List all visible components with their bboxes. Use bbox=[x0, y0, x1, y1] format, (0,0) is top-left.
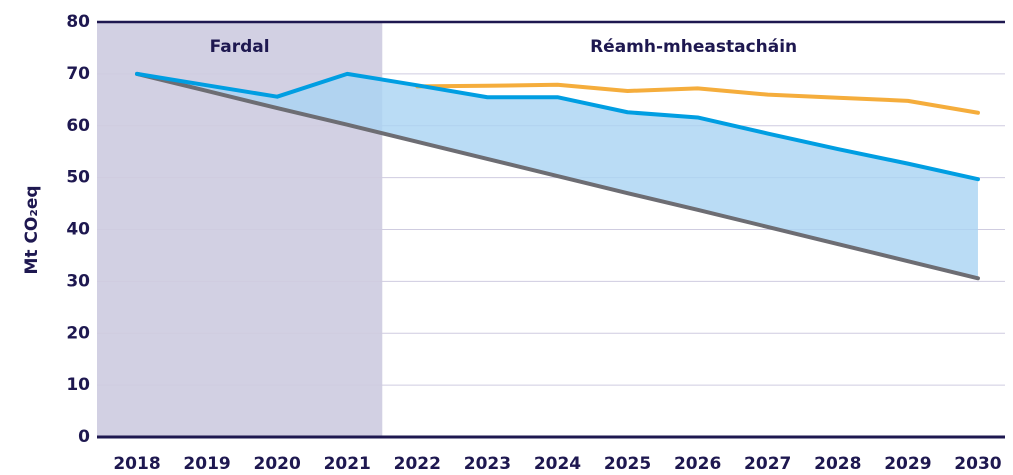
x-tick-label: 2022 bbox=[394, 454, 441, 474]
x-tick-label: 2030 bbox=[954, 454, 1001, 474]
y-tick-label: 60 bbox=[66, 116, 90, 136]
x-tick-label: 2027 bbox=[744, 454, 791, 474]
y-tick-label: 10 bbox=[66, 375, 90, 395]
y-tick-label: 50 bbox=[66, 168, 90, 188]
y-tick-label: 20 bbox=[66, 323, 90, 343]
x-tick-label: 2018 bbox=[113, 454, 160, 474]
x-tick-label: 2026 bbox=[674, 454, 721, 474]
y-tick-label: 40 bbox=[66, 220, 90, 240]
x-tick-label: 2019 bbox=[183, 454, 230, 474]
region-label: Réamh-mheastacháin bbox=[590, 37, 797, 57]
y-axis-label: Mt CO₂eq bbox=[22, 185, 42, 274]
x-tick-label: 2024 bbox=[534, 454, 581, 474]
series-line bbox=[135, 71, 980, 182]
x-tick-label: 2025 bbox=[604, 454, 651, 474]
region-label: Fardal bbox=[210, 37, 270, 57]
x-tick-label: 2023 bbox=[464, 454, 511, 474]
y-tick-label: 0 bbox=[78, 427, 90, 447]
x-tick-label: 2020 bbox=[253, 454, 300, 474]
series-line bbox=[415, 82, 980, 115]
y-tick-label: 70 bbox=[66, 64, 90, 84]
x-tick-label: 2028 bbox=[814, 454, 861, 474]
y-tick-label: 30 bbox=[66, 271, 90, 291]
series-line bbox=[135, 71, 980, 281]
x-tick-label: 2021 bbox=[324, 454, 371, 474]
x-tick-label: 2029 bbox=[884, 454, 931, 474]
y-tick-label: 80 bbox=[66, 12, 90, 32]
